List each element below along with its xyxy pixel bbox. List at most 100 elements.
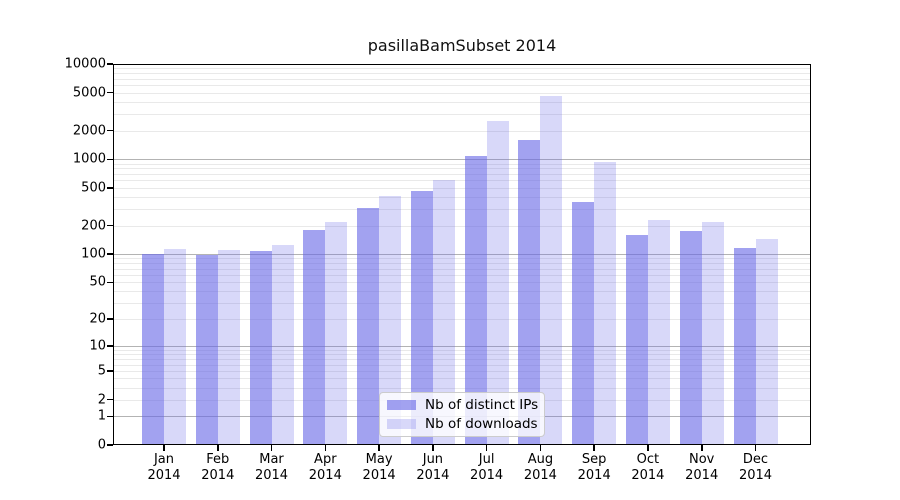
x-tick-month: Oct	[636, 452, 660, 467]
minor-gridline	[114, 187, 810, 189]
x-tick-year: 2014	[147, 468, 181, 483]
x-tick-year: 2014	[577, 468, 611, 483]
legend-label-downloads: Nb of downloads	[425, 416, 538, 432]
x-tick-label-dec: Dec 2014	[728, 452, 784, 484]
x-tick-month: Apr	[314, 452, 337, 467]
y-tick-mark	[107, 318, 113, 320]
y-tick-mark	[107, 253, 113, 255]
x-tick-year: 2014	[254, 468, 289, 483]
bar-downloads-feb	[217, 250, 240, 445]
x-tick-month: Sep	[581, 452, 607, 467]
minor-gridline	[114, 208, 810, 210]
x-tick-year: 2014	[631, 468, 665, 483]
minor-gridline	[114, 359, 810, 360]
major-gridline	[114, 159, 810, 161]
x-tick-year: 2014	[308, 468, 342, 483]
major-gridline	[114, 254, 810, 256]
bar-downloads-nov	[701, 222, 724, 445]
bar-distinct-ips-mar	[249, 251, 272, 445]
bar-downloads-apr	[325, 222, 348, 445]
y-tick-mark	[107, 281, 113, 284]
x-tick-month: Dec	[742, 452, 769, 467]
x-tick-label-jan: Jan 2014	[136, 452, 192, 484]
x-tick-month: May	[365, 452, 393, 467]
chart-title: pasillaBamSubset 2014	[367, 36, 557, 55]
minor-gridline	[114, 168, 810, 170]
y-tick-label: 1	[97, 408, 106, 424]
minor-gridline	[114, 73, 810, 75]
x-tick-label-may: May 2014	[351, 452, 407, 484]
major-gridline	[114, 345, 810, 347]
y-tick-mark	[107, 444, 113, 446]
minor-gridline	[114, 349, 810, 351]
x-tick-year: 2014	[738, 468, 773, 483]
x-tick-month: Aug	[527, 452, 554, 467]
x-tick-month: Jan	[153, 452, 175, 467]
legend-label-distinct-ips: Nb of distinct IPs	[425, 397, 539, 413]
bar-downloads-sep	[594, 161, 617, 445]
minor-gridline	[114, 378, 810, 380]
bar-distinct-ips-nov	[679, 230, 702, 445]
y-tick-mark	[107, 187, 113, 189]
minor-gridline	[114, 163, 810, 165]
x-tick-mark	[378, 445, 380, 451]
x-tick-mark	[593, 445, 595, 451]
bar-downloads-dec	[755, 239, 778, 445]
x-tick-label-apr: Apr 2014	[297, 452, 353, 484]
x-tick-mark	[432, 445, 434, 451]
y-tick-mark	[107, 63, 113, 65]
minor-gridline	[114, 319, 810, 321]
minor-gridline	[114, 387, 810, 389]
minor-gridline	[114, 258, 810, 260]
minor-gridline	[114, 370, 810, 372]
minor-gridline	[114, 173, 810, 175]
x-tick-year: 2014	[685, 468, 719, 483]
y-tick-mark	[107, 398, 113, 401]
x-tick-label-jul: Jul 2014	[459, 452, 515, 484]
bar-distinct-ips-sep	[572, 202, 595, 445]
y-tick-mark	[107, 224, 113, 227]
minor-gridline	[114, 180, 810, 182]
y-tick-label: 10000	[64, 56, 106, 72]
x-tick-month: Jul	[478, 452, 495, 467]
legend-swatch-distinct-ips	[387, 400, 416, 410]
y-tick-label: 2000	[72, 123, 106, 139]
minor-gridline	[114, 92, 810, 94]
x-tick-mark	[485, 445, 488, 451]
x-tick-label-aug: Aug 2014	[512, 452, 568, 484]
bar-distinct-ips-feb	[195, 254, 218, 445]
bar-distinct-ips-oct	[625, 234, 648, 445]
minor-gridline	[114, 197, 810, 199]
x-tick-label-nov: Nov 2014	[674, 452, 730, 484]
x-tick-label-mar: Mar 2014	[244, 452, 300, 484]
x-tick-year: 2014	[201, 468, 235, 483]
minor-gridline	[114, 101, 810, 103]
bar-distinct-ips-dec	[733, 248, 756, 445]
minor-gridline	[114, 85, 810, 87]
x-tick-year: 2014	[470, 468, 504, 483]
minor-gridline	[114, 263, 810, 265]
bar-downloads-mar	[271, 244, 294, 445]
y-tick-label: 0	[97, 437, 106, 453]
legend-row-downloads: Nb of downloads	[380, 416, 544, 432]
y-tick-mark	[107, 415, 113, 418]
y-tick-label: 50	[89, 274, 106, 290]
y-tick-mark	[107, 91, 113, 94]
y-tick-label: 1000	[72, 151, 106, 167]
x-tick-month: Nov	[689, 452, 715, 467]
x-tick-mark	[217, 445, 219, 451]
x-tick-mark	[539, 445, 542, 451]
bar-downloads-jan	[164, 249, 186, 445]
x-tick-mark	[647, 445, 649, 451]
minor-gridline	[114, 282, 810, 284]
x-tick-year: 2014	[362, 468, 396, 483]
x-tick-mark	[270, 445, 273, 451]
y-tick-mark	[107, 129, 113, 132]
bar-distinct-ips-apr	[303, 230, 326, 445]
y-tick-mark	[107, 158, 113, 160]
bar-distinct-ips-may	[357, 208, 380, 445]
plot-frame	[113, 64, 811, 445]
x-tick-label-sep: Sep 2014	[566, 452, 622, 484]
x-tick-label-jun: Jun 2014	[405, 452, 461, 484]
